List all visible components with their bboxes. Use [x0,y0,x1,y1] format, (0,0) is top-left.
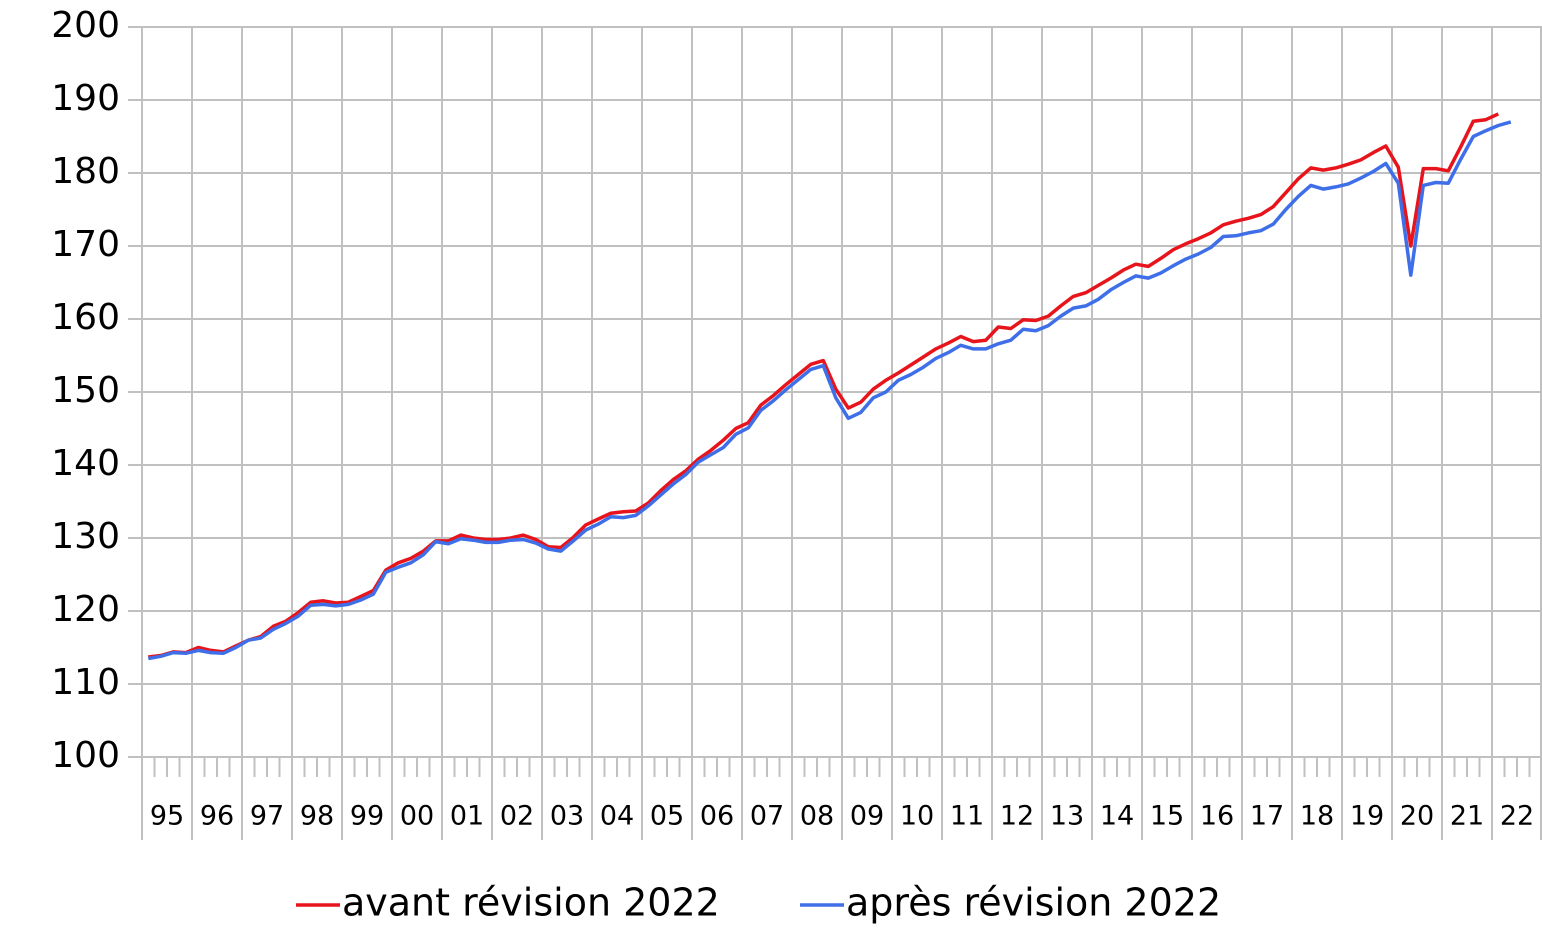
legend-label: avant révision 2022 [342,881,720,925]
x-tick-label: 02 [500,801,534,832]
x-tick-label: 10 [900,801,934,832]
x-tick-label: 09 [850,801,884,832]
x-tick-label: 00 [400,801,434,832]
x-tick-label: 18 [1300,801,1334,832]
x-tick-label: 13 [1050,801,1084,832]
x-tick-label: 96 [200,801,234,832]
x-tick-label: 22 [1500,801,1534,832]
y-tick-label: 180 [51,151,120,192]
x-tick-label: 95 [150,801,184,832]
x-tick-label: 08 [800,801,834,832]
x-tick-label: 05 [650,801,684,832]
x-tick-label: 21 [1450,801,1484,832]
x-tick-label: 06 [700,801,734,832]
y-tick-label: 100 [51,735,120,776]
series-line [148,112,1500,659]
y-tick-label: 130 [51,516,120,557]
y-tick-label: 190 [51,78,120,119]
x-tick-label: 04 [600,801,634,832]
y-tick-label: 200 [51,5,120,46]
x-tick-label: 03 [550,801,584,832]
x-tick-label: 12 [1000,801,1034,832]
x-tick-label: 16 [1200,801,1234,832]
x-tick-label: 19 [1350,801,1384,832]
x-tick-label: 14 [1100,801,1134,832]
y-tick-label: 140 [51,443,120,484]
x-tick-label: 98 [300,801,334,832]
x-tick-label: 20 [1400,801,1434,832]
y-tick-label: 170 [51,224,120,265]
x-tick-label: 15 [1150,801,1184,832]
y-tick-label: 160 [51,297,120,338]
series-line [147,120,1512,661]
legend-label: après révision 2022 [846,881,1221,925]
x-tick-label: 07 [750,801,784,832]
y-tick-label: 110 [51,662,120,703]
y-tick-label: 120 [51,589,120,630]
x-tick-label: 01 [450,801,484,832]
y-tick-label: 150 [51,370,120,411]
x-tick-label: 99 [350,801,384,832]
x-tick-label: 17 [1250,801,1284,832]
x-tick-label: 97 [250,801,284,832]
x-tick-label: 11 [950,801,984,832]
